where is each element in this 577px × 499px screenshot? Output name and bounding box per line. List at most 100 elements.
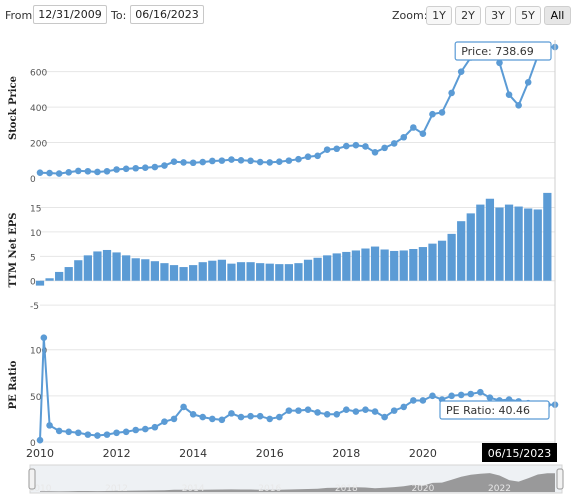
from-label: From: [5,9,36,22]
zoom-all-button[interactable]: All [544,6,571,25]
eps-bar [332,253,341,281]
price-data-point [94,168,101,176]
eps-bar [524,208,533,281]
pe-data-point [304,406,312,413]
eps-bar [236,262,246,281]
eps-bar [169,265,179,281]
navigator-left-handle[interactable] [28,468,36,490]
pe-data-point [381,413,388,421]
price-data-point [170,158,178,165]
eps-bar [313,257,322,281]
eps-bar [504,204,514,281]
pe-data-point [323,411,331,418]
pe-data-point [295,407,302,414]
eps-bar [35,280,45,286]
eps-bar [160,263,169,281]
pe-data-point [247,412,254,420]
price-data-point [189,159,197,167]
price-data-point [74,167,82,175]
x-axis-label: 2020 [409,447,437,460]
pe-data-point [343,406,350,413]
price-data-point [256,158,264,166]
pe-data-point [371,408,379,415]
price-data-point [400,133,408,141]
pe-data-point [457,391,465,399]
eps-bar [141,259,150,281]
eps-bar [428,243,437,281]
price-data-point [122,165,130,173]
pe-data-point [151,423,159,431]
price-data-point [343,142,350,150]
to-date-input[interactable]: 06/16/2023 [130,5,204,24]
zoom-2y-button[interactable]: 2Y [455,6,481,25]
pe-data-point [161,418,168,425]
pe-data-point [477,388,484,396]
navigator-label: 2018 [335,484,358,494]
eps-bar [227,263,236,281]
pe-data-point [141,425,149,433]
price-data-point [381,144,388,152]
crosshair-date-box [482,443,557,462]
eps-ytick-label: 5 [30,253,36,263]
pe-tooltip-box [439,400,550,420]
eps-bar [495,207,504,281]
pe-data-point [467,390,475,398]
pe-data-point [132,426,140,434]
eps-bar [246,262,255,281]
eps-ytick-label: 15 [30,205,41,215]
pe-ytick-label: 0 [30,439,36,449]
pe-data-point [55,427,63,435]
eps-bar [64,267,73,281]
price-tooltip: Price: 738.69 [461,45,534,58]
price-data-point [132,164,140,172]
zoom-3y-button[interactable]: 3Y [485,6,511,25]
eps-bar [275,264,284,281]
pe-data-point [314,409,321,416]
eps-bar [409,249,418,281]
price-data-point [314,152,321,160]
navigator-label: 2022 [488,484,511,494]
price-data-point [362,143,369,150]
price-ytick-label: 400 [30,104,47,114]
pe-data-point [46,422,53,429]
price-data-point [429,110,436,118]
eps-bar [370,246,380,281]
price-data-point [390,140,398,147]
eps-bar [361,248,370,281]
eps-bar [466,213,475,281]
navigator-label: 2010 [29,484,52,494]
navigator-label: 2020 [411,484,434,494]
toolbar: From: 12/31/2009 To: 06/16/2023 Zoom: 1Y… [0,0,577,30]
eps-bar [189,265,198,281]
eps-bar [543,192,552,281]
eps-bar [284,264,294,281]
eps-bar [485,198,495,281]
pe-axis-title: PE Ratio [8,360,19,409]
from-date-input[interactable]: 12/31/2009 [33,5,107,24]
price-data-point [438,109,446,116]
eps-bar [303,259,313,281]
pe-data-point [36,436,44,444]
eps-bar [457,221,466,281]
zoom-label: Zoom: [392,9,428,22]
navigator-right-handle[interactable] [556,468,564,490]
pe-data-point [113,429,120,437]
price-series-line [39,44,555,175]
pe-data-point [199,413,207,421]
price-data-point [276,158,283,165]
eps-bar [256,263,265,281]
pe-data-point [419,397,427,404]
eps-bar [93,251,102,281]
price-data-point [151,163,159,171]
eps-bar [351,250,361,281]
pe-data-point [333,411,341,418]
price-data-point [103,167,111,175]
zoom-1y-button[interactable]: 1Y [426,6,452,25]
eps-bar [83,255,92,281]
eps-axis-title: TTM Net EPS [8,212,19,287]
eps-bar [45,278,54,281]
eps-bar [131,258,140,281]
price-data-point [448,89,455,97]
zoom-5y-button[interactable]: 5Y [515,6,541,25]
